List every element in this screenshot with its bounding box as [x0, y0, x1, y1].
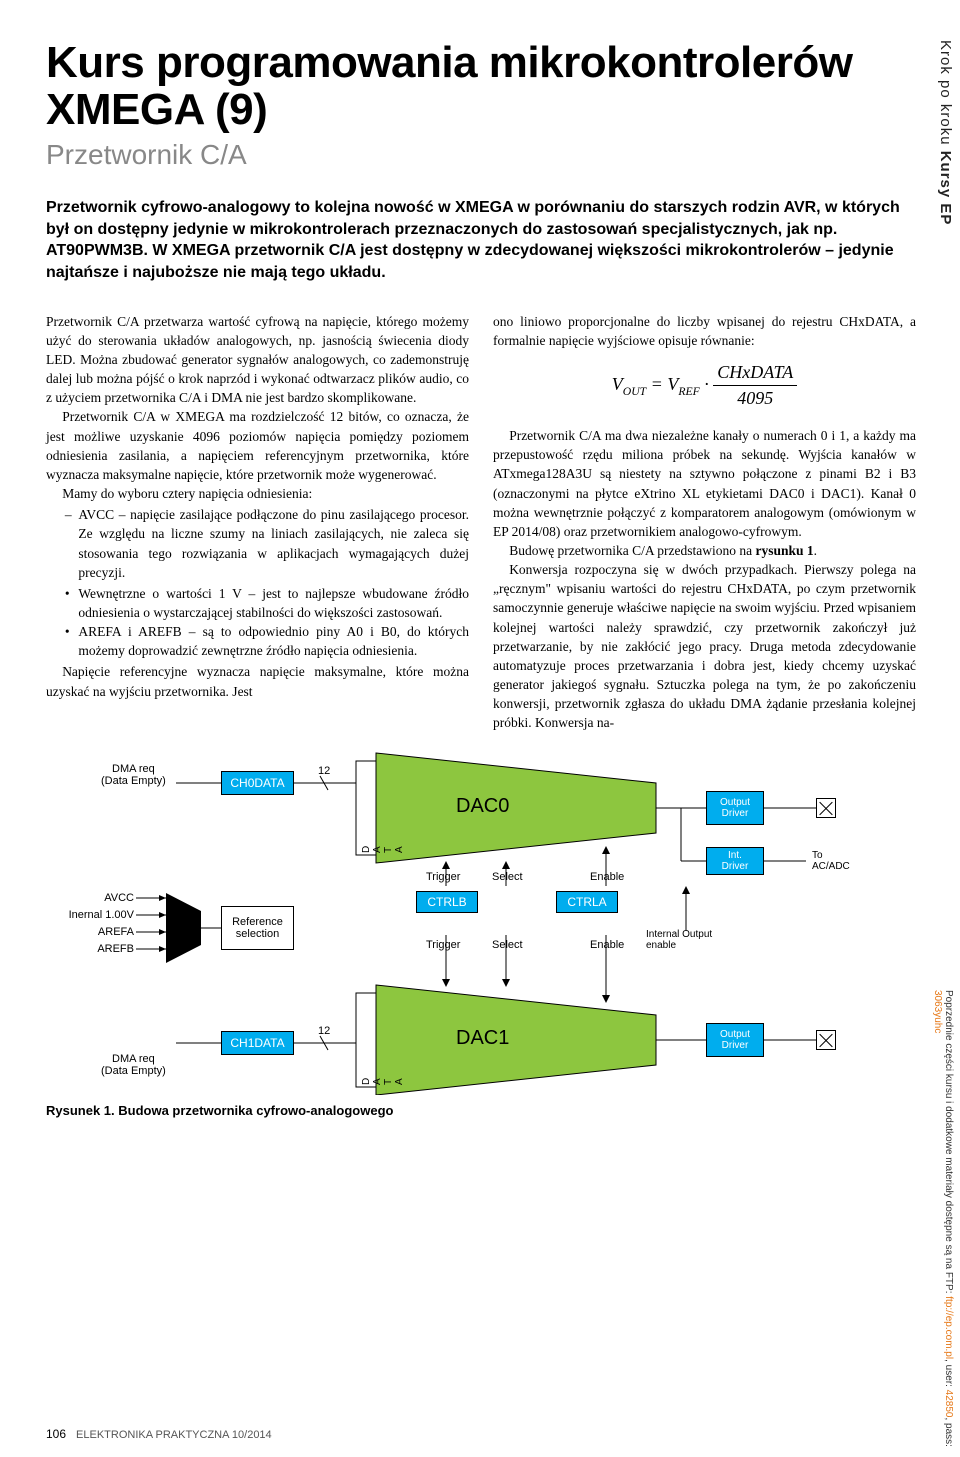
enable-label-0: Enable [590, 871, 624, 883]
trigger-label-0: Trigger [426, 871, 460, 883]
bus-width-1: 12 [318, 1025, 330, 1037]
side-ftp-note: Poprzednie części kursu i dodatkowe mate… [932, 990, 954, 1457]
dac-block-diagram: DMA req (Data Empty) DMA req (Data Empty… [46, 743, 916, 1095]
data-label-1: DATA [361, 995, 405, 1085]
bus-width-0: 12 [318, 765, 330, 777]
ctrlb-register: CTRLB [416, 891, 478, 913]
ctrla-register: CTRLA [556, 891, 618, 913]
dac0-block: DAC0 [456, 795, 509, 818]
ref-avcc: AVCC [72, 892, 134, 904]
figure-caption: Rysunek 1. Budowa przetwornika cyfrowo-a… [46, 1103, 916, 1118]
ch0data-register: CH0DATA [221, 771, 294, 795]
select-label-1: Select [492, 939, 523, 951]
select-label-0: Select [492, 871, 523, 883]
reference-selection-block: Reference selection [221, 906, 294, 950]
dma-req-1-label: DMA req (Data Empty) [101, 1053, 166, 1077]
ch1data-register: CH1DATA [221, 1031, 294, 1055]
output-driver-0: Output Driver [706, 791, 764, 825]
enable-label-1: Enable [590, 939, 624, 951]
page-footer: 106ELEKTRONIKA PRAKTYCZNA 10/2014 [46, 1427, 272, 1441]
dac1-block: DAC1 [456, 1027, 509, 1050]
internal-output-enable-label: Internal Output enable [646, 929, 712, 951]
article-subtitle: Przetwornik C/A [46, 139, 916, 171]
ref-arefb: AREFB [72, 943, 134, 955]
body-columns: Przetwornik C/A przetwarza wartość cyfro… [46, 312, 916, 733]
internal-driver: Int. Driver [706, 847, 764, 875]
ref-internal: Inernal 1.00V [60, 909, 134, 921]
ref-arefa: AREFA [72, 926, 134, 938]
output-driver-1: Output Driver [706, 1023, 764, 1057]
trigger-label-1: Trigger [426, 939, 460, 951]
data-label-0: DATA [361, 763, 405, 853]
to-acadc-label: To AC/ADC [812, 850, 850, 872]
dma-req-0-label: DMA req (Data Empty) [101, 763, 166, 787]
output-pin-0 [816, 798, 836, 818]
output-pin-1 [816, 1030, 836, 1050]
side-column-label: Krok po kroku Kursy EP [937, 40, 954, 225]
article-lead: Przetwornik cyfrowo-analogowy to kolejna… [46, 197, 916, 283]
article-title: Kurs programowania mikrokontrolerów XMEG… [46, 40, 916, 133]
vout-formula: VOUT = VREF · CHxDATA4095 [493, 360, 916, 412]
